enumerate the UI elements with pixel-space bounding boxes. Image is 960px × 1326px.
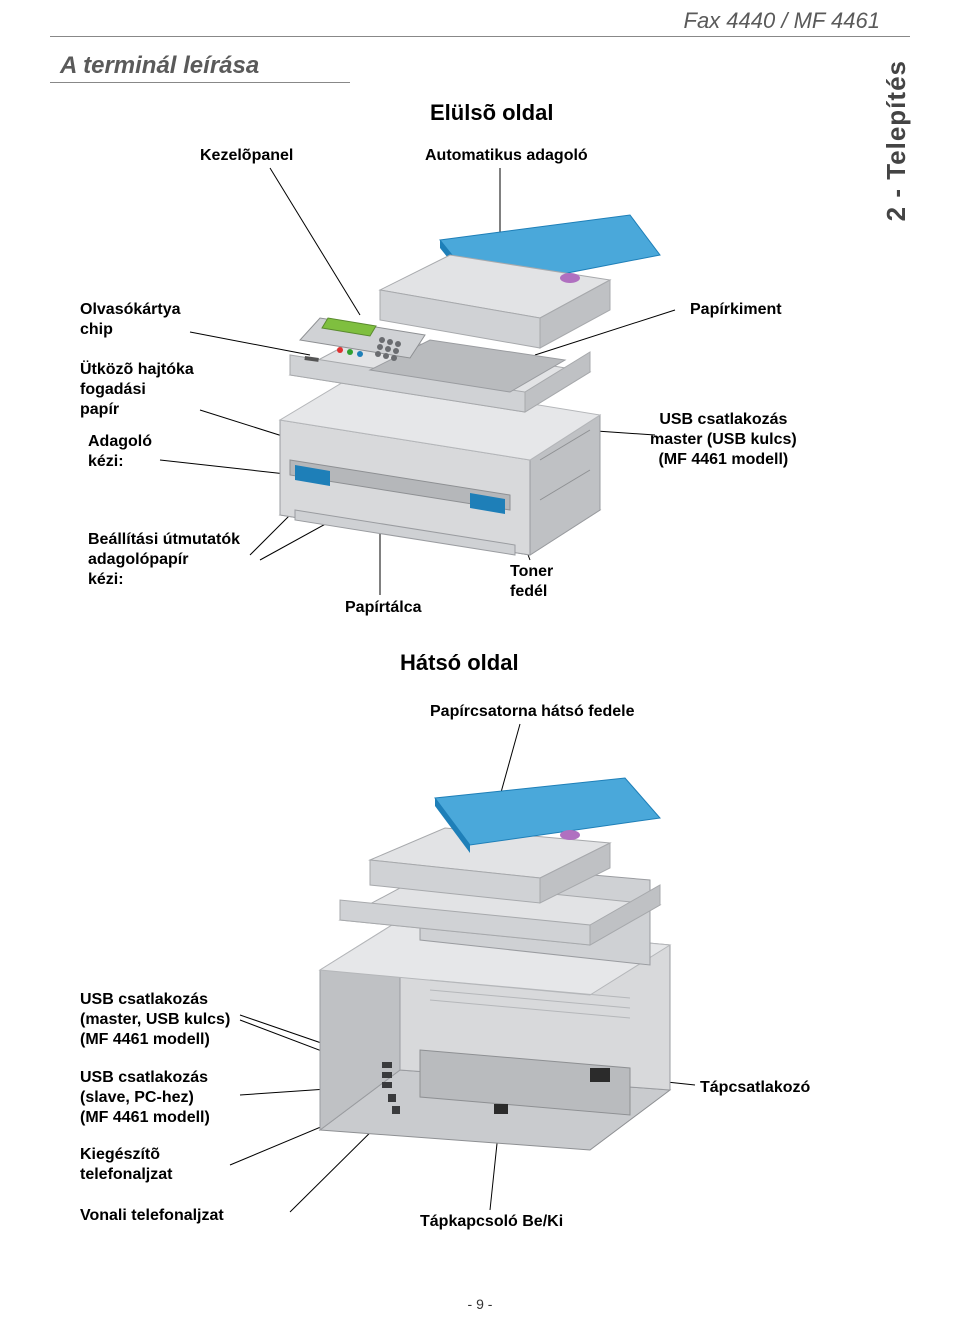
printer-rear-diagram xyxy=(70,720,850,1230)
section-underline xyxy=(50,82,350,83)
label-rear-cover: Papírcsatorna hátsó fedele xyxy=(430,702,635,722)
rear-heading: Hátsó oldal xyxy=(400,650,519,676)
page-number: - 9 - xyxy=(468,1296,493,1312)
section-title: A terminál leírása xyxy=(60,52,259,80)
front-heading: Elülsõ oldal xyxy=(430,100,553,126)
header-rule xyxy=(50,36,910,37)
side-tab: 2 - Telepítés xyxy=(881,60,912,221)
printer-front-diagram xyxy=(70,160,830,630)
doc-title: Fax 4440 / MF 4461 xyxy=(684,8,881,34)
